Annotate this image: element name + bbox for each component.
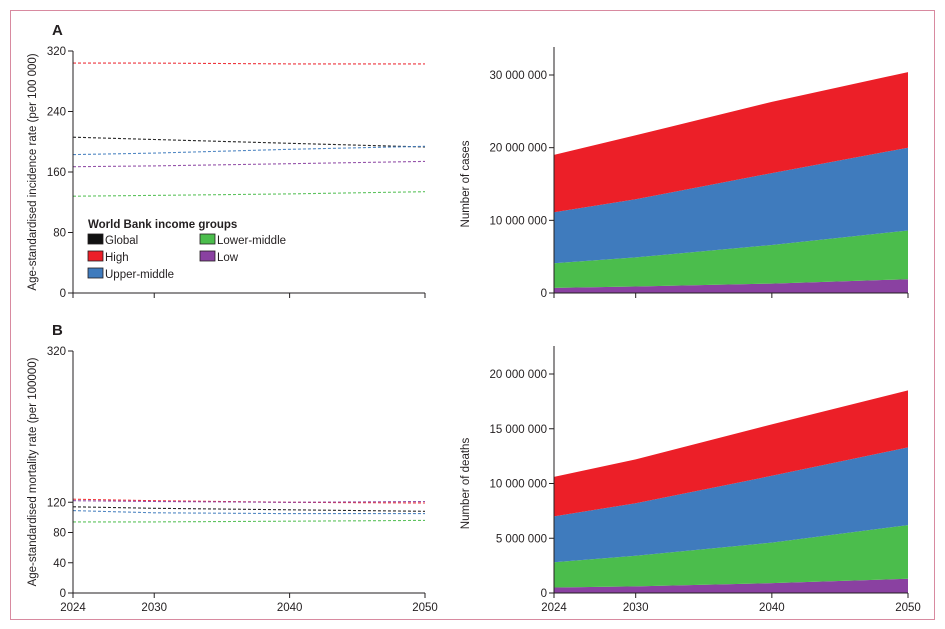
y-tick-label: 0 xyxy=(60,588,66,600)
legend-label: Lower-middle xyxy=(217,235,286,247)
y-tick-label: 0 xyxy=(60,288,66,300)
y-tick-label: 5 000 000 xyxy=(496,533,547,545)
line-low xyxy=(72,500,426,503)
y-tick-label: 40 xyxy=(53,558,66,570)
y-tick-label: 0 xyxy=(541,288,547,300)
y-axis-title: Number of cases xyxy=(460,140,472,227)
chart-B-count: 0 5 000 000 10 000 000 15 000 000 20 000 000… xyxy=(460,346,921,614)
legend-swatch xyxy=(199,250,216,262)
y-tick-label: 80 xyxy=(53,528,66,540)
y-tick-label: 120 xyxy=(47,497,66,509)
y-tick-label: 15 000 000 xyxy=(489,424,547,436)
y-tick-label: 20 000 000 xyxy=(489,143,547,155)
line-global xyxy=(72,506,426,512)
area-lower-middle xyxy=(554,230,908,288)
legend-title: World Bank income groups xyxy=(88,219,237,231)
line-high xyxy=(73,62,425,65)
line-lower-middle xyxy=(72,191,426,197)
area-low xyxy=(554,279,908,293)
legend-item-low: Low xyxy=(199,250,239,264)
area-low xyxy=(554,578,908,593)
x-tick-label: 2050 xyxy=(895,602,921,614)
legend-label: High xyxy=(105,252,129,264)
legend-swatch xyxy=(199,233,216,245)
chart-A-count: 0 10 000 000 20 000 000 30 000 000 Number of… xyxy=(460,47,909,300)
y-tick-label: 30 000 000 xyxy=(489,70,547,82)
line-high xyxy=(72,498,426,504)
y-tick-label: 10 000 000 xyxy=(489,215,547,227)
area-lower-middle xyxy=(554,525,908,588)
y-axis-title: Age-standardised mortality rate (per 100… xyxy=(27,357,39,586)
legend-item-upper-middle: Upper-middle xyxy=(87,267,174,281)
legend-item-lower-middle: Lower-middle xyxy=(199,233,286,247)
legend-swatch xyxy=(87,267,104,279)
y-tick-label: 80 xyxy=(53,228,66,240)
legend-label: Global xyxy=(105,235,138,247)
x-tick-label: 2024 xyxy=(60,602,86,614)
line-low xyxy=(72,160,426,168)
x-tick-label: 2050 xyxy=(412,602,438,614)
x-tick-label: 2024 xyxy=(541,602,567,614)
x-tick-label: 2040 xyxy=(277,602,303,614)
legend-item-high: High xyxy=(87,250,129,264)
y-tick-label: 0 xyxy=(541,588,547,600)
legend-label: Upper-middle xyxy=(105,269,174,281)
legend: World Bank income groups Global High Upper… xyxy=(87,219,286,281)
line-global xyxy=(72,136,426,148)
line-upper-middle xyxy=(72,145,426,156)
panel-label-a: A xyxy=(52,22,63,39)
area-upper-middle xyxy=(554,447,908,563)
line-lower-middle xyxy=(73,519,426,523)
area-high xyxy=(554,390,908,517)
area-upper-middle xyxy=(554,147,908,264)
legend-swatch xyxy=(87,250,104,262)
figure-frame xyxy=(10,10,935,620)
y-tick-label: 320 xyxy=(47,46,66,58)
x-tick-label: 2030 xyxy=(141,602,167,614)
y-axis-title: Number of deaths xyxy=(460,438,472,530)
x-tick-label: 2030 xyxy=(623,602,649,614)
y-tick-label: 320 xyxy=(47,346,66,358)
y-tick-label: 10 000 000 xyxy=(489,479,547,491)
x-tick-label: 2040 xyxy=(759,602,785,614)
chart-B-rate: 0 40 80 120 320 2024 2030 2040 2050 Age-standardi… xyxy=(27,346,438,614)
y-axis-title: Age-standardised incidence rate (per 100… xyxy=(27,53,39,290)
y-tick-label: 20 000 000 xyxy=(489,369,547,381)
legend-swatch xyxy=(87,233,104,245)
legend-item-global: Global xyxy=(87,233,138,247)
y-tick-label: 240 xyxy=(47,107,66,119)
chart-A-rate: 0 80 160 240 320 Age-standardised incidence r… xyxy=(27,46,426,300)
panel-label-b: B xyxy=(52,322,63,339)
y-tick-label: 160 xyxy=(47,167,66,179)
line-upper-middle xyxy=(72,510,425,515)
area-high xyxy=(554,72,908,213)
legend-label: Low xyxy=(217,252,239,264)
